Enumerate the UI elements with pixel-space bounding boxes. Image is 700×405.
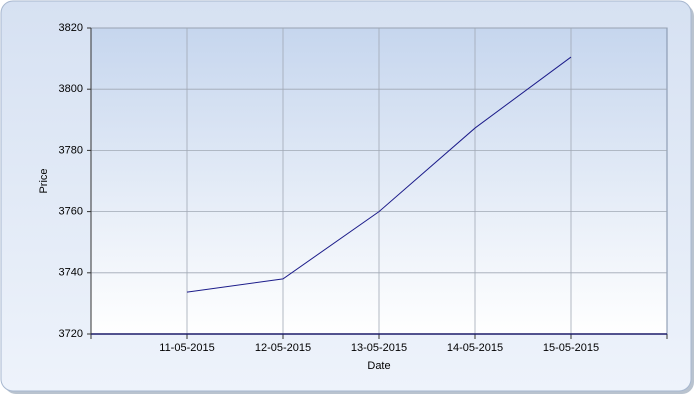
y-tick-label: 3760 <box>59 206 83 218</box>
x-axis-title: Date <box>367 360 390 372</box>
y-tick-label: 3780 <box>59 144 83 156</box>
x-tick-label: 12-05-2015 <box>255 342 311 354</box>
x-tick-label: 14-05-2015 <box>447 342 503 354</box>
y-tick-label: 3820 <box>59 22 83 34</box>
line-series <box>186 56 572 293</box>
y-tick-label: 3720 <box>59 328 83 340</box>
y-tick-label: 3800 <box>59 83 83 95</box>
x-tick-label: 13-05-2015 <box>351 342 407 354</box>
x-tick-label: 15-05-2015 <box>543 342 599 354</box>
x-tick-label: 11-05-2015 <box>159 342 214 354</box>
y-axis-title: Price <box>38 168 50 193</box>
y-tick-label: 3740 <box>59 267 83 279</box>
